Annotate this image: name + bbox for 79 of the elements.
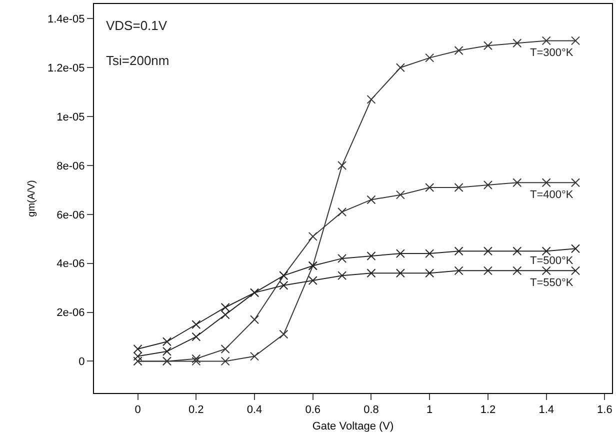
x-tick-label: 1.2 xyxy=(480,404,496,416)
y-tick-label: 1.2e-05 xyxy=(47,62,85,74)
point xyxy=(133,352,142,361)
point xyxy=(366,251,376,260)
y-tick-label: 8e-06 xyxy=(56,160,85,172)
point xyxy=(483,246,492,256)
x-tick-label: 1.4 xyxy=(538,404,554,416)
x-tick-label: 1.6 xyxy=(597,404,612,416)
point xyxy=(396,190,405,200)
point xyxy=(338,160,347,170)
point xyxy=(308,276,318,285)
point xyxy=(192,332,201,342)
series-label: T=300°K xyxy=(530,47,574,59)
point xyxy=(162,337,172,346)
point xyxy=(454,266,464,276)
point xyxy=(192,354,201,364)
point xyxy=(571,178,580,188)
point xyxy=(250,315,260,324)
point xyxy=(338,271,347,280)
point xyxy=(483,41,492,50)
point xyxy=(220,310,230,320)
point xyxy=(512,266,522,276)
point xyxy=(366,268,376,278)
point xyxy=(396,268,405,278)
annotation: VDS=0.1V xyxy=(106,18,168,33)
y-tick-label: 1e-05 xyxy=(56,111,85,124)
y-tick-label: 1.4e-05 xyxy=(47,14,85,26)
point xyxy=(133,344,142,354)
point xyxy=(512,178,522,188)
point xyxy=(483,180,492,190)
point xyxy=(192,356,201,366)
x-tick-label: 0.2 xyxy=(188,404,204,416)
point xyxy=(162,346,172,356)
point xyxy=(396,249,405,258)
point xyxy=(192,320,201,329)
point xyxy=(571,36,580,46)
point xyxy=(338,207,347,216)
point xyxy=(220,356,230,366)
point xyxy=(279,280,288,290)
point xyxy=(512,246,522,256)
series-label: T=500°K xyxy=(530,255,574,267)
y-tick-label: 0 xyxy=(78,356,85,368)
point xyxy=(542,178,551,188)
point xyxy=(279,330,288,339)
point xyxy=(542,246,551,256)
point xyxy=(338,254,347,263)
point xyxy=(483,266,492,276)
series-label: T=400°K xyxy=(530,189,574,201)
point xyxy=(542,36,551,46)
point xyxy=(220,344,230,354)
x-axis-title: Gate Voltage (V) xyxy=(312,420,394,432)
point xyxy=(425,249,434,258)
point xyxy=(454,46,464,55)
point xyxy=(512,38,522,48)
y-tick-label: 6e-06 xyxy=(56,209,85,222)
point xyxy=(571,244,580,254)
point xyxy=(425,268,434,278)
point xyxy=(454,246,464,256)
x-tick-label: 0.8 xyxy=(364,404,379,416)
point xyxy=(425,182,434,192)
point xyxy=(250,352,260,361)
point xyxy=(366,94,376,104)
point xyxy=(366,195,376,204)
point xyxy=(542,266,551,276)
point xyxy=(220,302,230,312)
point xyxy=(396,63,405,72)
point xyxy=(308,232,318,241)
annotation: Tsi=200nm xyxy=(106,53,170,68)
point xyxy=(425,53,434,62)
x-tick-label: 0.6 xyxy=(305,404,321,416)
y-tick-label: 4e-06 xyxy=(56,258,85,270)
point xyxy=(454,182,464,192)
x-tick-label: 1 xyxy=(426,404,433,416)
y-tick-label: 2e-06 xyxy=(56,307,85,320)
series-label: T=550°K xyxy=(530,277,574,289)
x-tick-label: 0.4 xyxy=(246,404,262,416)
y-axis-title: gm(A/V) xyxy=(26,180,38,217)
point xyxy=(571,266,580,276)
x-tick-label: 0 xyxy=(134,404,141,416)
